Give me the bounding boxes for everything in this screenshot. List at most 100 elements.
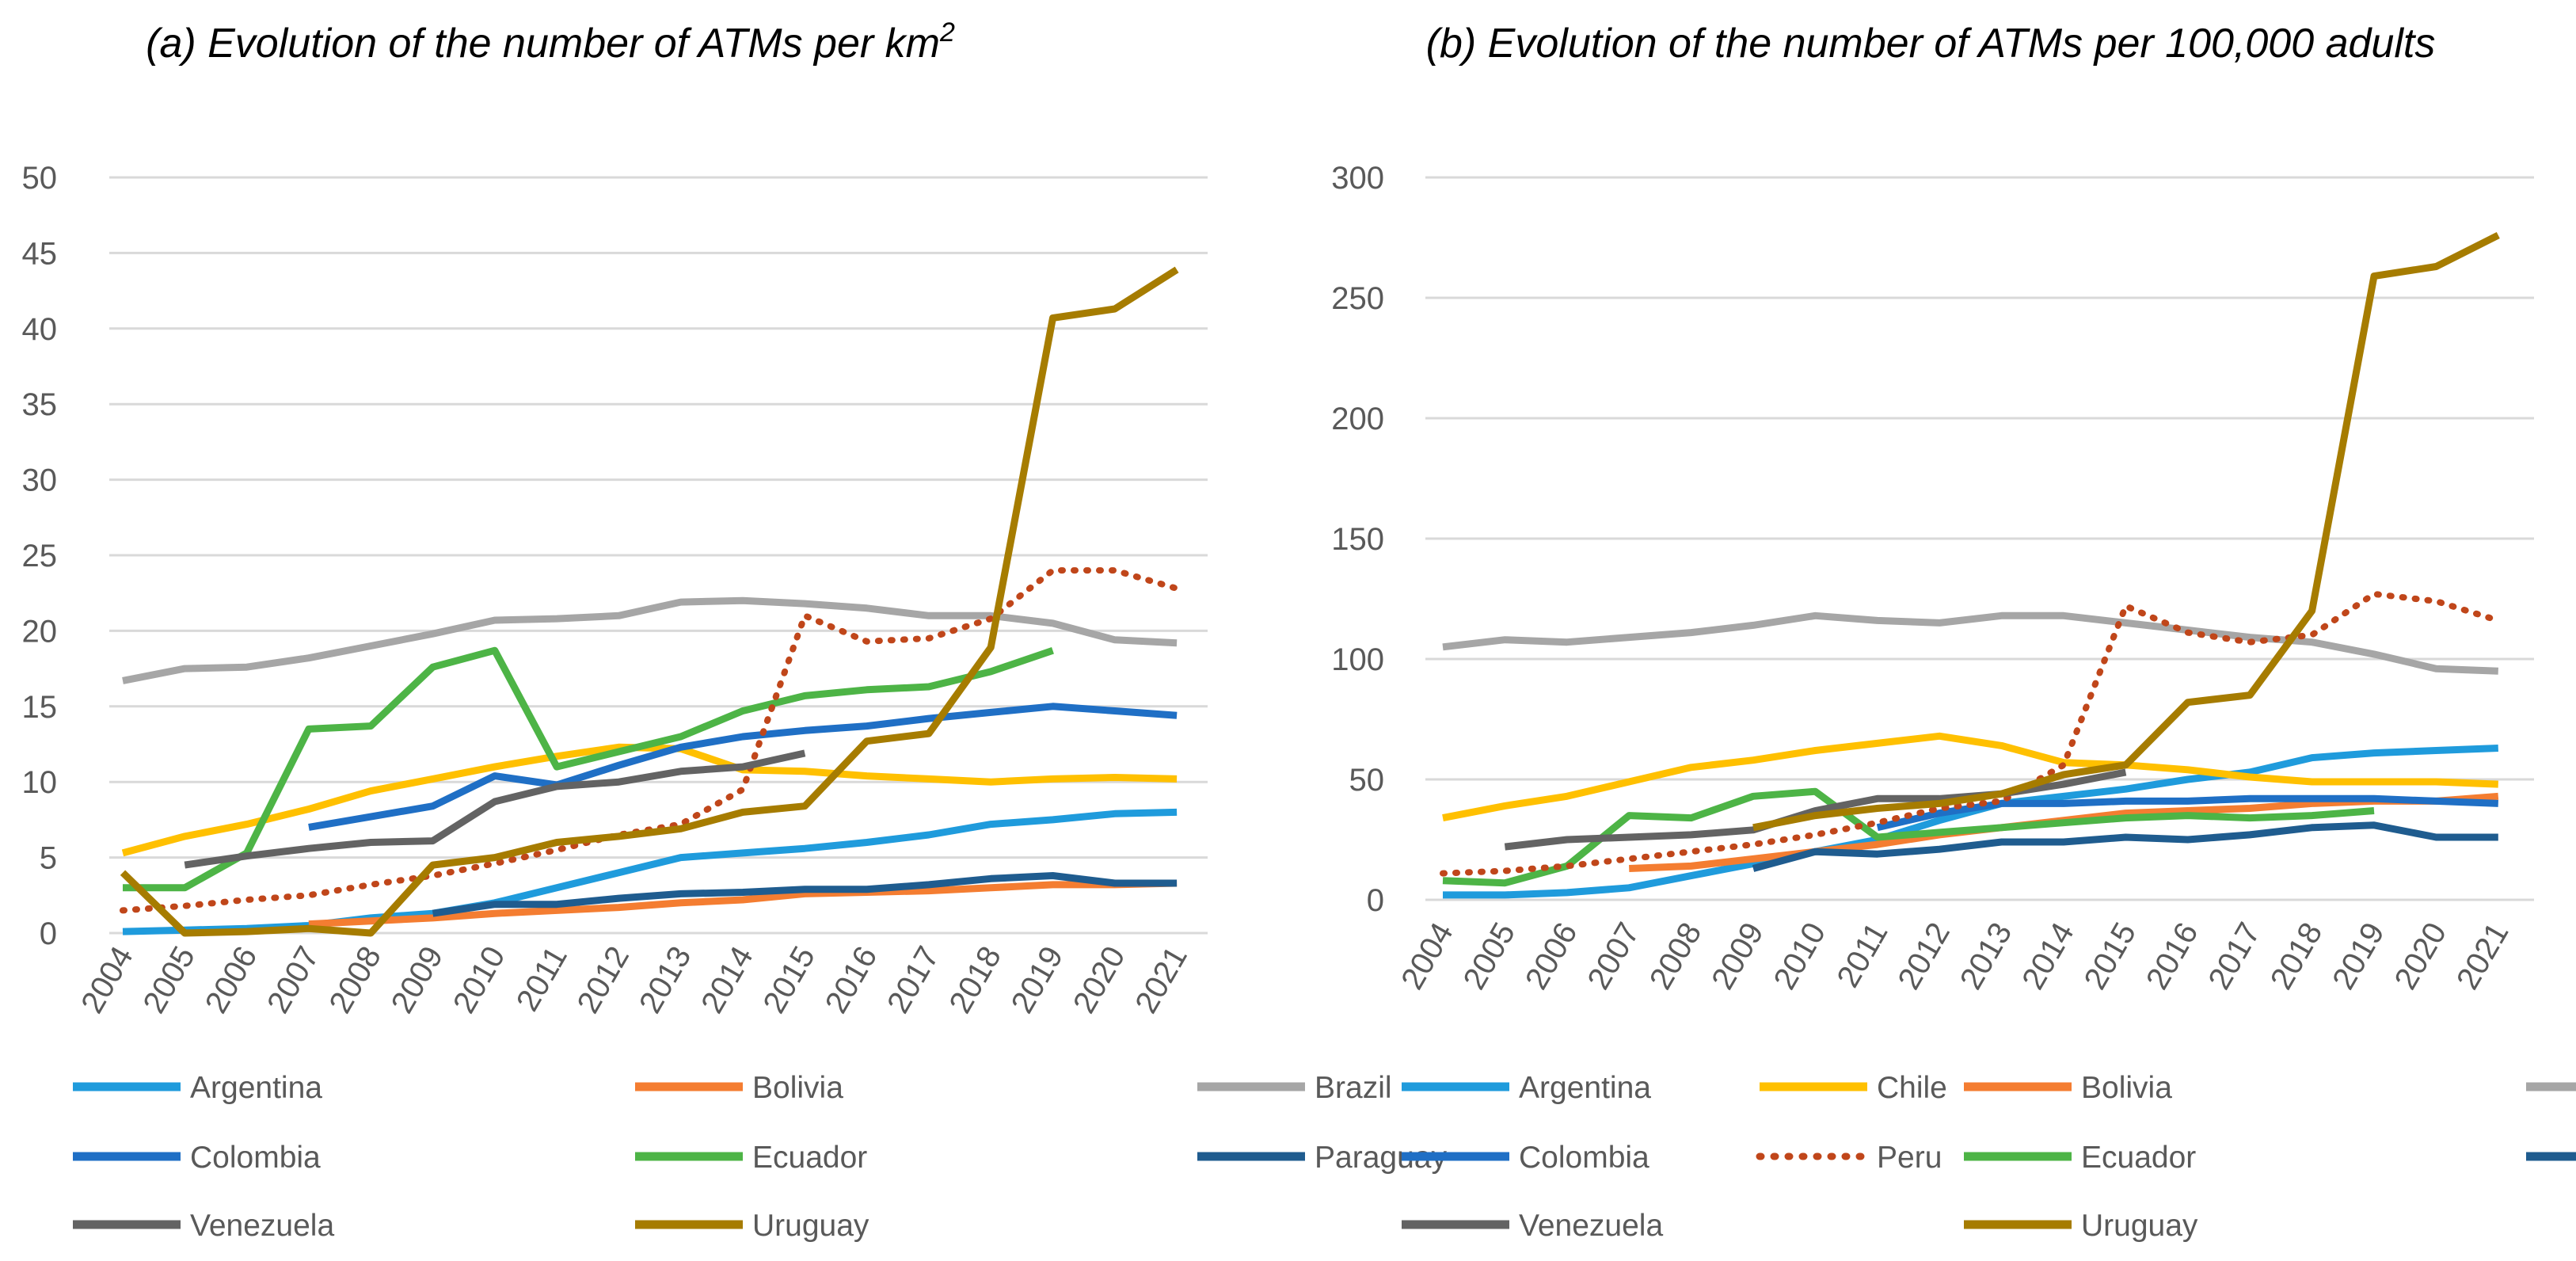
x-tick-label: 2016 xyxy=(819,941,885,1019)
x-tick-label: 2009 xyxy=(1705,917,1771,996)
series-line-bolivia xyxy=(308,879,1178,928)
y-tick-label: 50 xyxy=(22,161,58,196)
y-tick-label: 100 xyxy=(1331,642,1384,677)
y-tick-label: 35 xyxy=(22,387,58,422)
legend-item-ecuador: Ecuador xyxy=(1964,1141,2196,1175)
x-tick-label: 2012 xyxy=(1891,917,1957,996)
x-tick-label: 2013 xyxy=(633,941,698,1019)
legend-item-ecuador: Ecuador xyxy=(635,1141,867,1175)
x-tick-label: 2017 xyxy=(881,941,946,1019)
y-tick-label: 15 xyxy=(22,690,58,725)
x-tick-label: 2016 xyxy=(2140,917,2205,996)
x-axis-tick-labels: 2004200520062007200820092010201120122013… xyxy=(1395,917,2515,996)
y-tick-label: 20 xyxy=(22,614,58,649)
x-tick-label: 2012 xyxy=(571,941,637,1019)
y-tick-label: 150 xyxy=(1331,522,1384,557)
legend-label: Peru xyxy=(1877,1141,1942,1175)
legend-item-colombia: Colombia xyxy=(1402,1141,1649,1175)
y-tick-label: 25 xyxy=(22,539,58,573)
x-tick-label: 2005 xyxy=(136,941,202,1019)
legend-item-paraguay: Paraguay xyxy=(2526,1152,2576,1161)
legend-item-bolivia: Bolivia xyxy=(1964,1071,2172,1105)
chart-panel-atms-per-km2: (a) Evolution of the number of ATMs per … xyxy=(22,17,1947,1243)
y-tick-label: 30 xyxy=(22,463,58,498)
legend-item-venezuela: Venezuela xyxy=(1402,1209,1663,1243)
y-tick-label: 5 xyxy=(40,841,57,876)
x-tick-label: 2019 xyxy=(2326,917,2391,996)
x-tick-label: 2018 xyxy=(2264,917,2330,996)
x-tick-label: 2010 xyxy=(1767,917,1833,996)
legend-item-colombia: Colombia xyxy=(73,1141,321,1175)
legend-label: Ecuador xyxy=(752,1141,867,1175)
series-line-peru xyxy=(1440,590,2502,877)
legend: Argentina Bolivia Brazil Chile Colombia Ecuad… xyxy=(1402,1071,2576,1243)
legend-item-brazil: Brazil xyxy=(1197,1071,1392,1105)
legend-label: Venezuela xyxy=(1519,1209,1663,1243)
x-tick-label: 2011 xyxy=(1830,917,1894,993)
y-tick-label: 40 xyxy=(22,312,58,347)
y-axis-tick-labels: 0 5 10 15 20 25 30 35 40 45 50 xyxy=(22,161,58,951)
x-tick-label: 2020 xyxy=(2388,917,2454,996)
legend-item-uruguay: Uruguay xyxy=(635,1209,869,1243)
legend-label: Bolivia xyxy=(2081,1071,2172,1105)
series-line-brazil xyxy=(1442,611,2498,675)
y-tick-label: 200 xyxy=(1331,402,1384,436)
x-tick-label: 2014 xyxy=(694,941,760,1019)
legend-label: Ecuador xyxy=(2081,1141,2196,1175)
legend-label: Brazil xyxy=(1315,1071,1392,1105)
y-tick-label: 10 xyxy=(22,765,58,800)
series-line-colombia xyxy=(1876,794,2498,832)
x-tick-label: 2006 xyxy=(1519,917,1585,996)
series-line-paraguay xyxy=(1752,821,2498,872)
series-line-paraguay xyxy=(432,872,1178,917)
series-line-colombia xyxy=(308,703,1178,831)
y-tick-label: 300 xyxy=(1331,161,1384,196)
legend-label: Argentina xyxy=(190,1071,322,1105)
y-tick-label: 50 xyxy=(1349,763,1385,798)
legend-item-bolivia: Bolivia xyxy=(635,1071,843,1105)
chart-title: (a) Evolution of the number of ATMs per … xyxy=(146,17,955,67)
x-tick-label: 2006 xyxy=(199,941,264,1019)
x-tick-label: 2019 xyxy=(1005,941,1071,1019)
legend-label: Bolivia xyxy=(752,1071,843,1105)
legend-item-chile: Chile xyxy=(1760,1071,1947,1105)
x-tick-label: 2020 xyxy=(1067,941,1132,1019)
legend-label: Uruguay xyxy=(752,1209,869,1243)
y-tick-label: 45 xyxy=(22,236,58,271)
series-line-venezuela xyxy=(184,749,806,869)
legend-label: Venezuela xyxy=(190,1209,334,1243)
series-lines xyxy=(120,266,1181,937)
series-line-chile xyxy=(1442,732,2498,822)
series-line-argentina xyxy=(1443,745,2498,899)
series-line-chile xyxy=(121,743,1178,857)
legend-label: Uruguay xyxy=(2081,1209,2198,1243)
x-tick-label: 2004 xyxy=(1395,917,1460,996)
x-tick-label: 2004 xyxy=(74,941,140,1019)
y-axis-tick-labels: 0 50 100 150 200 250 300 xyxy=(1331,161,1384,918)
x-tick-label: 2005 xyxy=(1457,917,1523,996)
chart-title: (b) Evolution of the number of ATMs per … xyxy=(1426,21,2436,67)
x-tick-label: 2007 xyxy=(1581,917,1646,996)
x-tick-label: 2010 xyxy=(447,941,512,1019)
x-tick-label: 2021 xyxy=(1128,941,1194,1019)
legend-item-peru: Peru xyxy=(1756,1141,1942,1175)
x-tick-label: 2018 xyxy=(942,941,1008,1019)
gridlines xyxy=(109,176,1208,935)
x-tick-label: 2007 xyxy=(261,941,326,1019)
x-tick-label: 2013 xyxy=(1954,917,2019,996)
x-tick-label: 2015 xyxy=(2078,917,2144,996)
y-tick-label: 250 xyxy=(1331,281,1384,316)
y-tick-label: 0 xyxy=(40,916,57,951)
x-tick-label: 2017 xyxy=(2201,917,2267,996)
legend-label: Colombia xyxy=(190,1141,321,1175)
series-line-uruguay xyxy=(1752,231,2500,832)
x-tick-label: 2008 xyxy=(322,941,388,1019)
legend-item-brazil: Brazil xyxy=(2526,1082,2576,1091)
x-tick-label: 2008 xyxy=(1643,917,1709,996)
legend-label: Colombia xyxy=(1519,1141,1649,1175)
x-tick-label: 2014 xyxy=(2015,917,2081,996)
legend-label: Chile xyxy=(1877,1071,1947,1105)
series-line-bolivia xyxy=(1629,792,2499,872)
x-tick-label: 2015 xyxy=(756,941,822,1019)
